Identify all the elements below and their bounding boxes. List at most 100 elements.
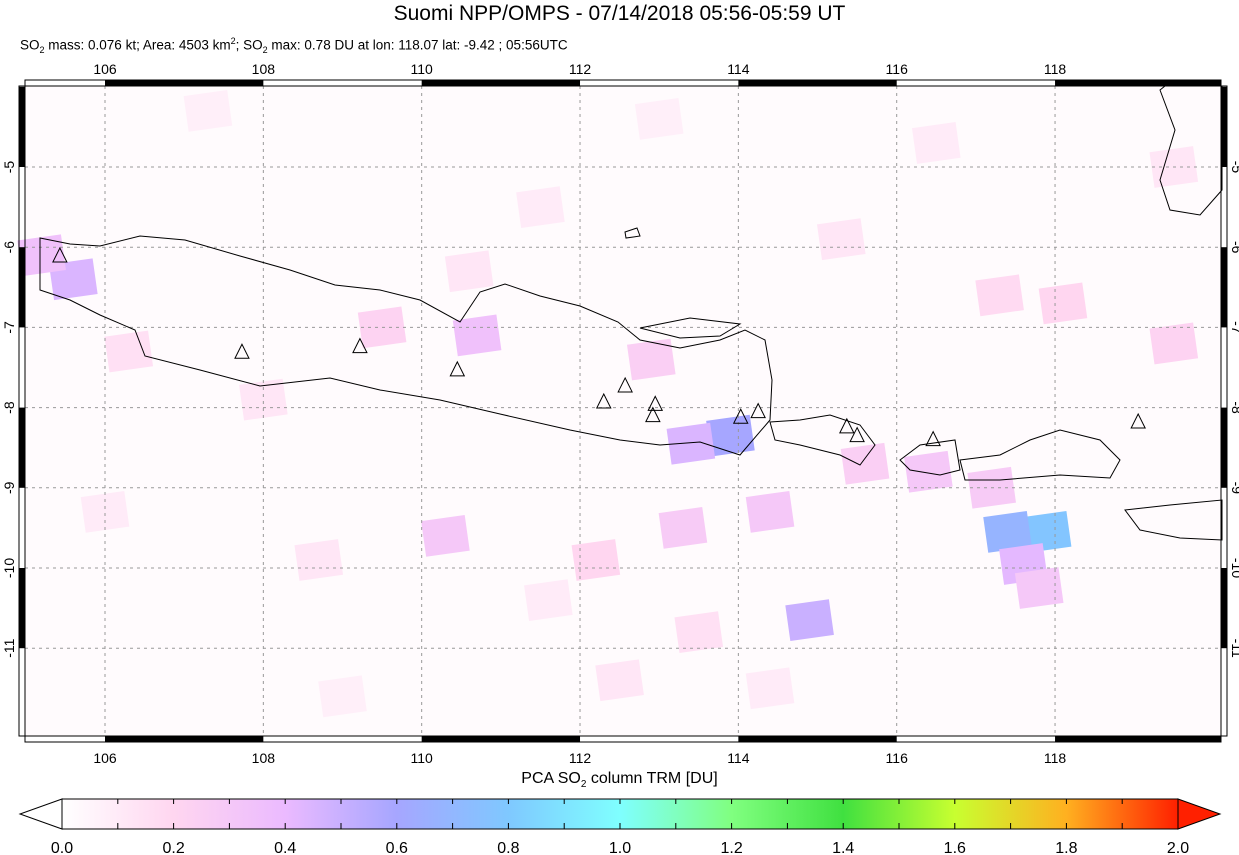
frame-bar <box>19 407 25 488</box>
frame-bar <box>1055 736 1221 742</box>
lat-tick-label-left: -6 <box>1 241 17 254</box>
colorbar-tick-label: 0.2 <box>162 840 184 855</box>
colorbar-tick-label: 0.8 <box>497 840 519 855</box>
volcano-icon <box>732 408 749 424</box>
so2-pixel <box>444 250 494 293</box>
lat-tick-label-right: -6 <box>1229 241 1239 254</box>
frame-bar <box>421 736 581 742</box>
so2-pixel <box>516 186 565 228</box>
so2-pixel <box>1014 567 1064 609</box>
so2-pixel <box>183 89 233 132</box>
frame-bar <box>738 80 897 86</box>
so2-pixel <box>239 378 288 421</box>
so2-pixel <box>658 507 708 549</box>
lon-tick-label-bottom: 110 <box>411 750 434 766</box>
colorbar-tick-label: 1.6 <box>944 840 966 855</box>
so2-pixel <box>634 97 684 140</box>
coastline <box>959 429 1121 481</box>
so2-pixel <box>1022 511 1072 553</box>
so2-pixel <box>318 675 367 718</box>
lat-tick-label-left: -7 <box>1 321 17 334</box>
subscript: 2 <box>262 45 268 56</box>
volcano-icon <box>449 360 466 377</box>
colorbar-title: PCA SO2 column TRM [DU] <box>0 770 1239 790</box>
coastline <box>639 317 742 339</box>
lon-tick-label-bottom: 116 <box>886 750 909 766</box>
so2-pixel <box>1038 282 1088 325</box>
frame-bar <box>421 80 581 86</box>
cb-title-sub: 2 <box>580 779 587 791</box>
so2-pixel <box>975 274 1024 317</box>
frame-bar <box>1221 568 1227 649</box>
volcano-icon <box>595 392 612 409</box>
so2-pixel <box>421 515 470 557</box>
frame-bar <box>19 568 25 649</box>
lat-tick-label-right: -8 <box>1229 401 1239 414</box>
so2-pixel <box>904 450 953 493</box>
colorbar-max-arrow <box>1177 798 1222 830</box>
lon-tick-label-bottom: 106 <box>93 750 117 766</box>
so2-pixel <box>1149 322 1199 365</box>
map-background <box>25 86 1221 736</box>
so2-pixel <box>626 338 676 381</box>
frame-left <box>18 85 26 737</box>
colorbar-tick-label: 0.4 <box>274 840 296 855</box>
colorbar-tick-label: 1.0 <box>609 840 631 855</box>
colorbar-tick-label: 2.0 <box>1167 840 1189 855</box>
volcano-icon <box>234 343 250 359</box>
so2-pixel <box>840 442 890 485</box>
so2-label: SO <box>20 37 40 53</box>
frame-bar <box>19 86 25 167</box>
volcano-icon <box>352 337 368 354</box>
lat-tick-label-right: -7 <box>1229 321 1239 334</box>
frame-top <box>24 79 1222 87</box>
colorbar-tick-label: 1.2 <box>720 840 742 855</box>
volcano-icon <box>617 376 633 393</box>
so2-pixel <box>524 579 573 621</box>
lat-tick-label-right: -5 <box>1229 161 1239 174</box>
so2-pixel <box>816 218 866 261</box>
max-text: max: 0.78 DU at lon: 118.07 lat: -9.42 ;… <box>267 37 568 53</box>
colorbar-tick-label: 0.6 <box>386 840 408 855</box>
volcano-icon <box>849 426 865 443</box>
volcano-icon <box>645 406 661 423</box>
so2-pixel <box>80 490 130 533</box>
colorbar-min-arrow <box>18 798 63 830</box>
cb-title-pre: PCA SO <box>521 770 581 787</box>
lon-tick-label-bottom: 108 <box>252 750 276 766</box>
lat-tick-label-right: -9 <box>1229 482 1239 495</box>
lat-tick-label-left: -11 <box>1 638 17 657</box>
volcano-icon <box>52 246 68 263</box>
so2-pixel <box>571 539 621 581</box>
so2-pixel <box>911 122 961 164</box>
so2-pixel <box>595 659 644 702</box>
so2-summary: SO2 mass: 0.076 kt; Area: 4503 km2; SO2 … <box>20 36 568 55</box>
lon-tick-label-top: 114 <box>727 61 750 77</box>
lat-tick-label-right: -10 <box>1229 558 1239 578</box>
frame-bar <box>1055 80 1221 86</box>
so2-pixel <box>674 611 724 654</box>
so2-pixel <box>666 422 716 465</box>
lat-tick-label-left: -10 <box>1 558 17 578</box>
frame-bar <box>738 736 897 742</box>
superscript: 2 <box>230 36 236 46</box>
lat-tick-label-right: -11 <box>1229 639 1239 658</box>
lon-tick-label-top: 112 <box>569 61 592 77</box>
lat-tick-label-left: -9 <box>1 481 17 494</box>
volcano-icon <box>647 395 664 411</box>
colorbar-tick-label: 1.8 <box>1055 840 1077 855</box>
coastline <box>624 227 641 239</box>
coastline <box>39 235 773 456</box>
lon-tick-label-bottom: 114 <box>727 750 750 766</box>
volcano-icon <box>925 430 941 447</box>
frame-bottom <box>24 735 1222 743</box>
so2-pixel <box>745 667 795 710</box>
frame-bar <box>19 247 25 328</box>
colorbar-tick-label: 1.4 <box>832 840 854 855</box>
so2-pixel <box>452 314 502 357</box>
lon-tick-label-top: 106 <box>93 61 117 77</box>
so2-pixel <box>104 330 154 373</box>
figure-title: Suomi NPP/OMPS - 07/14/2018 05:56-05:59 … <box>393 2 846 25</box>
